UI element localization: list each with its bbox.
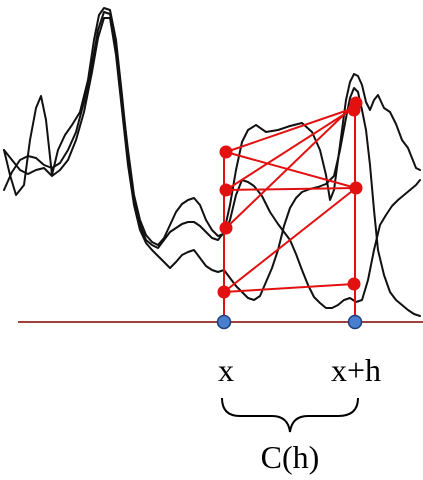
pair-line: [225, 102, 357, 229]
curves: [3, 7, 421, 317]
label-x: x: [218, 352, 234, 388]
axis-point-x: [216, 314, 232, 330]
point-xh-4: [347, 277, 361, 291]
point-x-4: [217, 285, 231, 299]
point-xh-2: [347, 103, 361, 117]
curve-1: [3, 7, 421, 249]
sample-points: [217, 96, 363, 299]
curly-brace: [221, 397, 359, 433]
pair-line: [225, 107, 355, 191]
point-x-3: [219, 221, 233, 235]
label-c-h: C(h): [261, 439, 320, 475]
curve-2: [3, 11, 421, 309]
label-x-plus-h: x+h: [331, 352, 381, 388]
pair-lines: [223, 102, 357, 293]
axis-point-x-plus-h: [347, 314, 363, 330]
pair-line: [225, 107, 355, 153]
curve-3: [3, 17, 421, 317]
pair-line: [225, 151, 357, 189]
point-xh-3: [349, 181, 363, 195]
pair-line: [225, 187, 357, 191]
point-x-2: [219, 183, 233, 197]
pair-line: [223, 187, 357, 293]
axis-points: [216, 314, 363, 330]
point-x-1: [219, 145, 233, 159]
pair-line: [223, 283, 355, 293]
